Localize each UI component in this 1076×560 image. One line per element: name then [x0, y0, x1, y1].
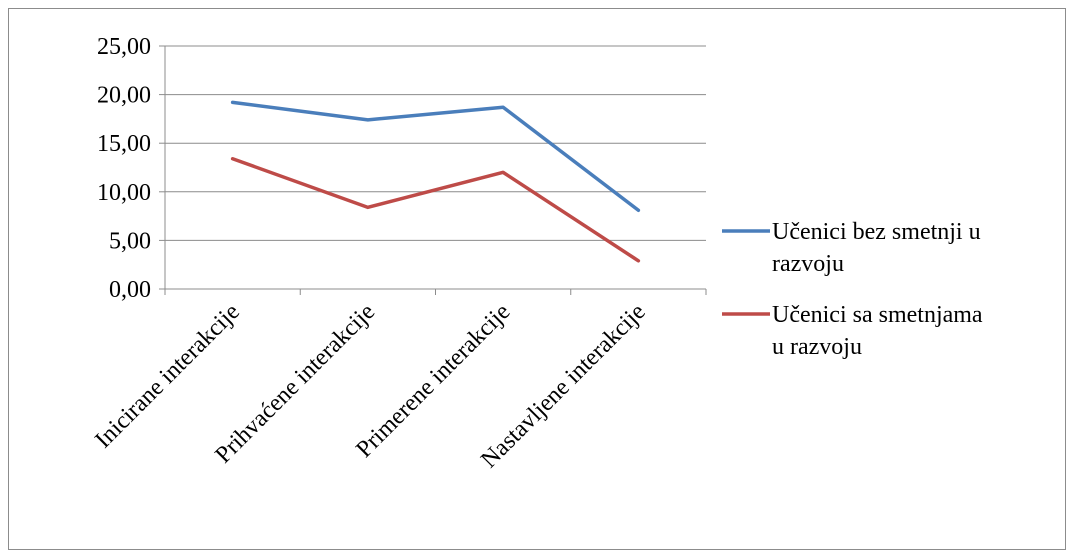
legend-label-1: Učenici bez smetnji u razvoju — [772, 219, 981, 277]
y-tick-label: 15,00 — [97, 131, 151, 157]
y-tick-label: 10,00 — [97, 180, 151, 206]
series-line-1 — [230, 100, 641, 213]
y-tick-label: 5,00 — [109, 228, 151, 254]
y-tick-label: 0,00 — [109, 277, 151, 303]
series-lines — [230, 100, 641, 263]
axes — [164, 46, 707, 295]
x-category-label: Inicirane interakcije — [90, 299, 245, 454]
y-axis-tick-labels: 0,00 5,00 10,00 15,00 20,00 25,00 — [97, 34, 151, 303]
gridlines — [159, 45, 706, 290]
x-category-label: Primerene interakcije — [351, 299, 515, 463]
y-tick-label: 20,00 — [97, 83, 151, 109]
legend-label-2: Učenici sa smetnjama u razvoju — [772, 302, 983, 360]
series-line-2 — [230, 157, 641, 263]
chart-frame — [8, 8, 1066, 550]
legend: Učenici bez smetnji u razvoju Učenici sa s… — [722, 219, 983, 360]
y-tick-label: 25,00 — [97, 34, 151, 60]
